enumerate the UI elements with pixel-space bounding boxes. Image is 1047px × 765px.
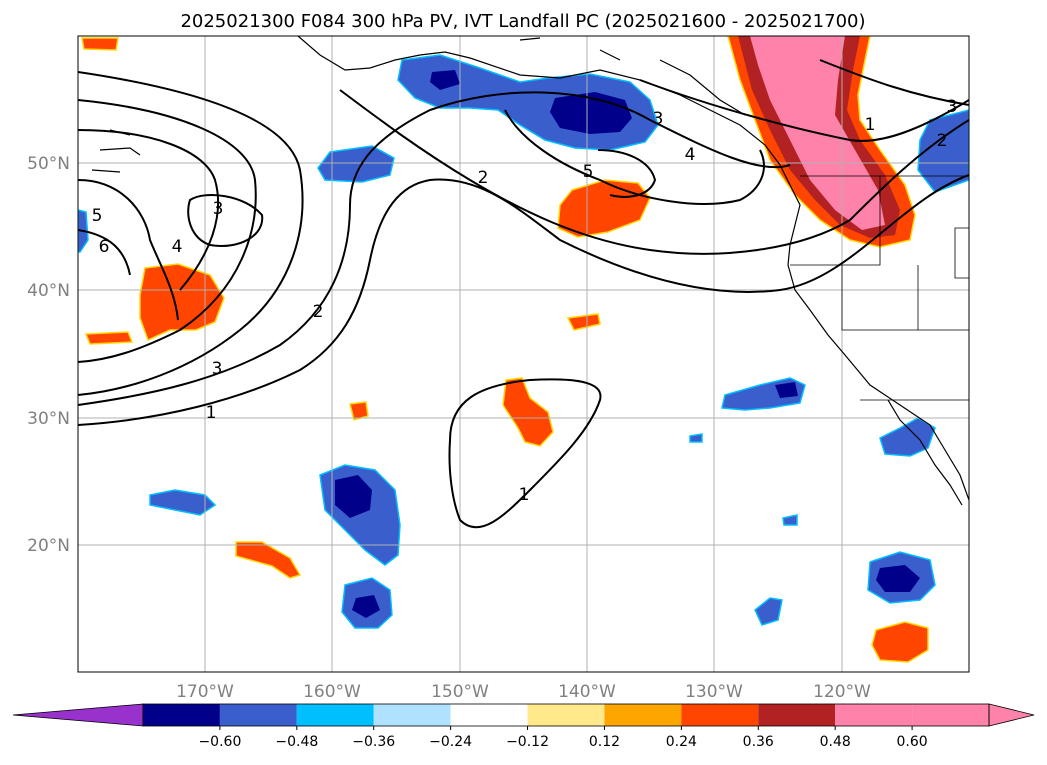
colorbar-extend-high bbox=[988, 703, 1035, 727]
contour-label: 3 bbox=[653, 109, 664, 129]
map-panel: 5 6 4 3 3 2 2 1 1 5 3 4 1 2 3 bbox=[77, 35, 970, 673]
colorbar-segment bbox=[604, 704, 682, 726]
contour-label: 5 bbox=[583, 162, 594, 182]
map-title: 2025021300 F084 300 hPa PV, IVT Landfall… bbox=[180, 11, 865, 32]
contour-label: 1 bbox=[519, 485, 530, 505]
contour-label: 1 bbox=[865, 115, 876, 135]
contour-label: 3 bbox=[212, 359, 223, 379]
contour-label: 3 bbox=[947, 97, 958, 117]
contour-label: 5 bbox=[92, 206, 103, 226]
contour-label: 2 bbox=[313, 302, 324, 322]
colorbar-segment bbox=[296, 704, 374, 726]
coastlines bbox=[91, 36, 969, 506]
map-frame bbox=[77, 35, 970, 673]
lon-tick-label: 150°W bbox=[431, 682, 489, 702]
lon-tick-labels: 170°W 160°W 150°W 140°W 130°W 120°W bbox=[176, 682, 871, 702]
colorbar-tick-label: 0.12 bbox=[589, 734, 620, 750]
lon-tick-label: 170°W bbox=[176, 682, 234, 702]
colorbar-tick-label: −0.36 bbox=[352, 734, 395, 750]
lat-tick-label: 30°N bbox=[27, 409, 70, 429]
country-borders bbox=[790, 175, 969, 401]
colorbar-tick-label: 0.60 bbox=[897, 734, 928, 750]
lat-tick-labels: 50°N 40°N 30°N 20°N bbox=[27, 154, 70, 556]
lat-tick-label: 50°N bbox=[27, 154, 70, 174]
colorbar-extend-low bbox=[12, 703, 144, 727]
colorbar-tick-label: 0.48 bbox=[820, 734, 851, 750]
contour-label: 4 bbox=[685, 145, 696, 165]
lat-tick-label: 20°N bbox=[27, 536, 70, 556]
lon-tick-label: 160°W bbox=[303, 682, 361, 702]
colorbar-tick-label: −0.12 bbox=[506, 734, 549, 750]
colorbar: −0.60 −0.48 −0.36 −0.24 −0.12 0.12 0.24 0.36 0.4… bbox=[12, 703, 1035, 750]
colorbar-tick-label: 0.24 bbox=[666, 734, 697, 750]
contour-label: 3 bbox=[213, 199, 224, 219]
pv-contour-labels: 5 6 4 3 3 2 2 1 1 5 3 4 1 2 3 bbox=[92, 97, 958, 505]
lon-tick-label: 130°W bbox=[685, 682, 743, 702]
colorbar-segment bbox=[681, 704, 759, 726]
colorbar-segment bbox=[143, 704, 220, 726]
contour-label: 2 bbox=[478, 168, 489, 188]
colorbar-tick-label: −0.60 bbox=[198, 734, 241, 750]
contour-label: 1 bbox=[206, 403, 217, 423]
lon-tick-label: 120°W bbox=[813, 682, 871, 702]
pv-contours bbox=[78, 59, 969, 529]
colorbar-segment bbox=[758, 704, 836, 726]
colorbar-segment bbox=[219, 704, 297, 726]
lon-tick-label: 140°W bbox=[558, 682, 616, 702]
colorbar-segment bbox=[450, 704, 528, 726]
colorbar-tick-label: −0.48 bbox=[275, 734, 318, 750]
colorbar-segment bbox=[527, 704, 605, 726]
lat-tick-label: 40°N bbox=[27, 281, 70, 301]
contour-label: 2 bbox=[937, 131, 948, 151]
colorbar-segment bbox=[912, 704, 989, 726]
contour-label: 6 bbox=[99, 237, 110, 257]
colorbar-segment bbox=[373, 704, 451, 726]
colorbar-frame bbox=[142, 703, 990, 727]
colorbar-tick-label: −0.24 bbox=[429, 734, 472, 750]
colorbar-segment bbox=[835, 704, 913, 726]
contour-label: 4 bbox=[172, 237, 183, 257]
colorbar-tick-label: 0.36 bbox=[743, 734, 774, 750]
